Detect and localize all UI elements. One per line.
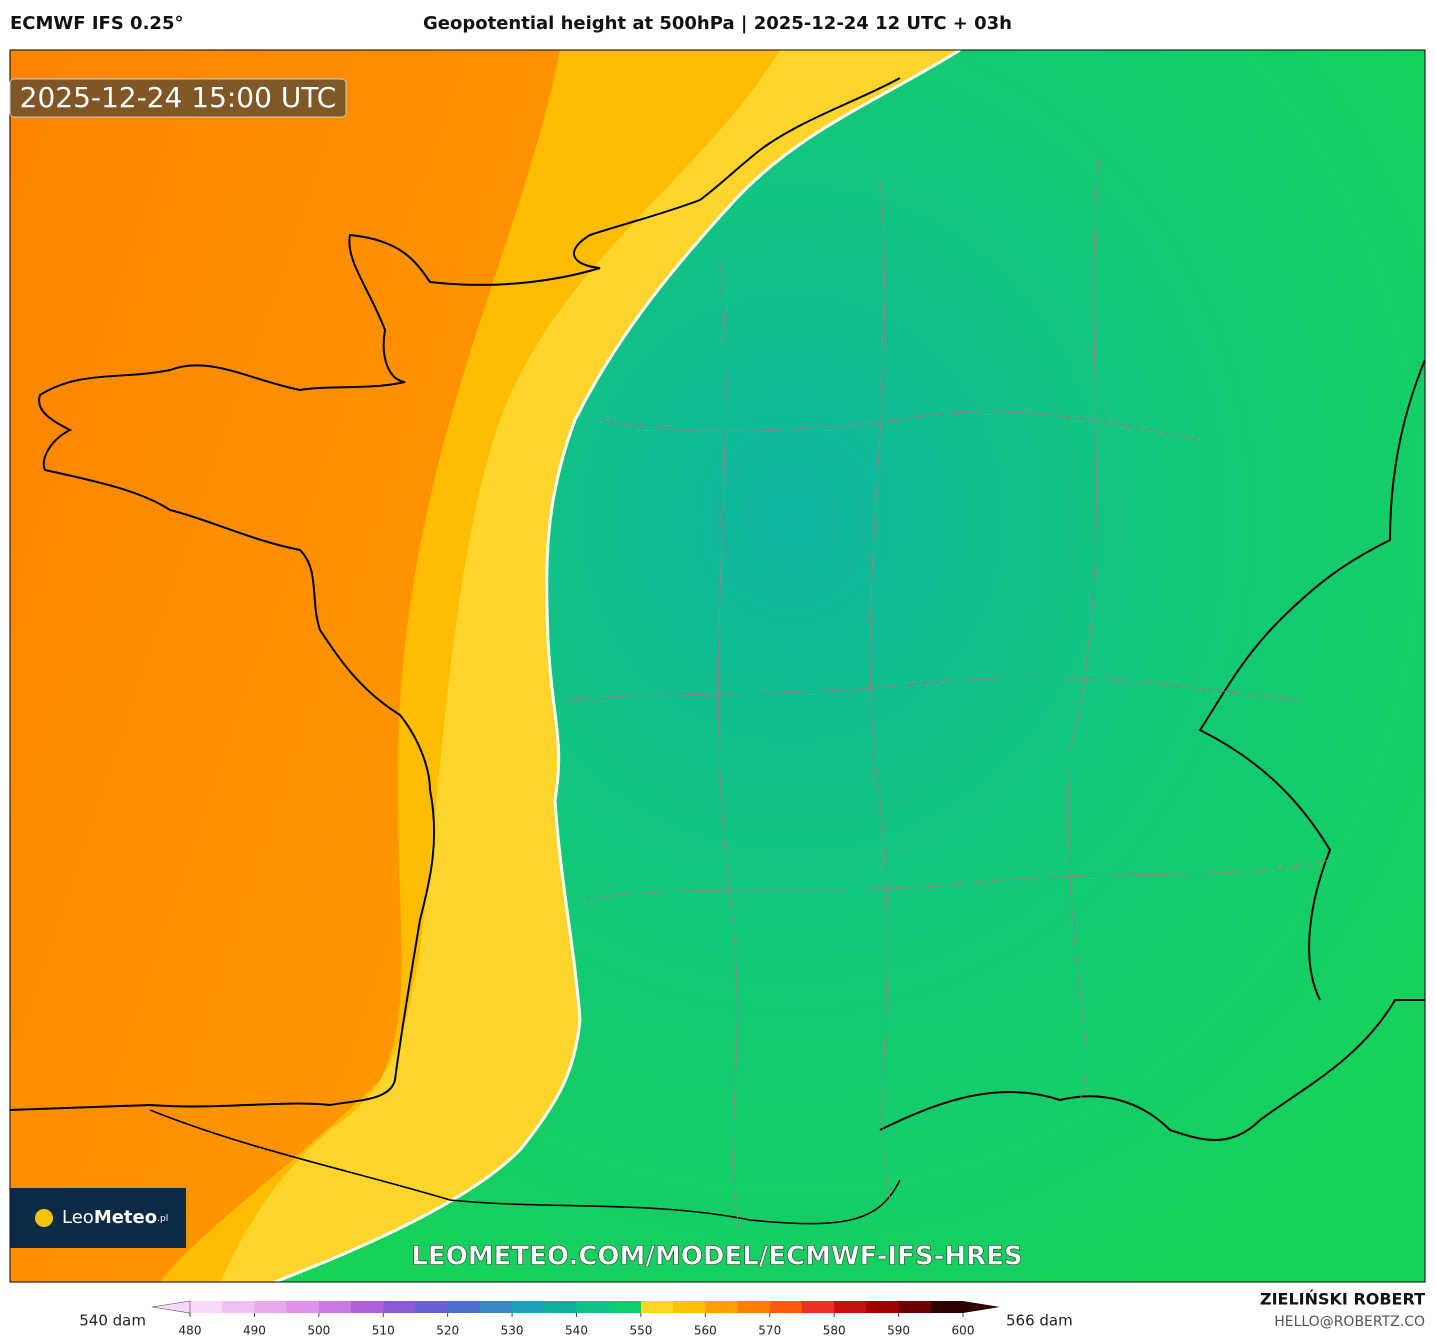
logo-sun — [35, 1209, 53, 1227]
colorbar-tick-label: 540 — [565, 1324, 588, 1338]
regions — [559, 149, 1331, 1231]
colorbar-segment — [415, 1301, 449, 1313]
colorbar-segment — [222, 1301, 255, 1313]
colorbar-segment — [801, 1301, 835, 1313]
map-field — [10, 50, 1425, 1282]
map-frame — [9, 49, 1426, 1283]
map-title: Geopotential height at 500hPa | 2025-12-… — [422, 13, 1013, 34]
author: ZIELIŃSKI ROBERT — [1260, 1290, 1425, 1309]
southern-border — [149, 1109, 901, 1225]
colorbar-segment — [769, 1301, 803, 1313]
colorbar-tick-label: 550 — [629, 1324, 652, 1338]
colorbar-segment — [479, 1301, 513, 1313]
logo-text: LeoMeteo.pl — [62, 1207, 168, 1228]
valid-time-box — [9, 78, 347, 118]
contour-552 — [274, 50, 961, 1282]
colorbar-segment — [576, 1301, 610, 1313]
colorbar-min-label: 540 dam — [79, 1312, 146, 1330]
colorbar-segment — [383, 1301, 416, 1313]
colorbar-segment — [608, 1301, 642, 1313]
watermark: LEOMETEO.COM/MODEL/ECMWF-IFS-HRES — [411, 1242, 1022, 1272]
mediterranean-coast — [879, 999, 1425, 1141]
colorbar-segment — [318, 1301, 352, 1313]
colorbar-min-arrow — [151, 1300, 191, 1314]
colorbar-segment — [705, 1301, 739, 1313]
colorbar-segment — [254, 1301, 288, 1313]
colorbar-segment — [512, 1301, 545, 1313]
colorbar-segment — [930, 1301, 964, 1313]
colorbar-tick-label: 500 — [307, 1324, 330, 1338]
colorbar-tick-label: 490 — [243, 1324, 266, 1338]
colorbar-tick-label: 570 — [758, 1324, 781, 1338]
colorbar-tick-label: 530 — [501, 1324, 524, 1338]
colorbar-tick-label: 590 — [887, 1324, 910, 1338]
colorbar-tick-label: 510 — [372, 1324, 395, 1338]
colorbar-segment — [447, 1301, 481, 1313]
email: HELLO@ROBERTZ.CO — [1274, 1314, 1425, 1330]
colorbar-segment — [351, 1301, 384, 1313]
colorbar-tick-label: 580 — [823, 1324, 846, 1338]
colorbar-segment — [286, 1301, 320, 1313]
colorbar-segment — [190, 1301, 223, 1313]
valid-time: 2025-12-24 15:00 UTC — [20, 81, 337, 114]
colorbar-segment — [737, 1301, 771, 1313]
colorbar-segment — [673, 1301, 706, 1313]
colorbar-segment — [866, 1301, 900, 1313]
colorbar-max-label: 566 dam — [1006, 1312, 1073, 1330]
colorbar-segment — [898, 1301, 932, 1313]
colorbar-tick-label: 600 — [952, 1324, 975, 1338]
colorbar-segment — [544, 1301, 577, 1313]
colorbar-segment — [640, 1301, 674, 1313]
eastern-border — [1198, 359, 1425, 1001]
coastline — [10, 77, 901, 1111]
colorbar-segment — [834, 1301, 867, 1313]
model-name: ECMWF IFS 0.25° — [10, 13, 184, 34]
colorbar: 480 490 500 510 520 530 540 550 560 570 580 590 600 — [151, 1300, 1000, 1338]
field-green — [275, 50, 1425, 1282]
colorbar-tick-label: 560 — [694, 1324, 717, 1338]
colorbar-max-arrow — [963, 1301, 1000, 1313]
colorbar-tick-label: 520 — [436, 1324, 459, 1338]
colorbar-tick-label: 480 — [179, 1324, 202, 1338]
